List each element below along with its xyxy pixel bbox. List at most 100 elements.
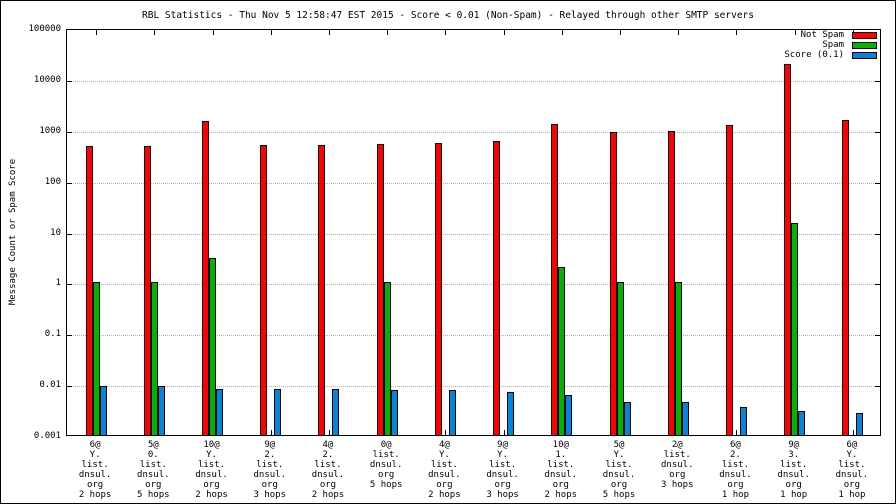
x-tick-mark <box>387 30 389 35</box>
x-tick-mark <box>445 430 447 435</box>
y-tick-mark <box>67 80 72 82</box>
bar-spam <box>558 267 566 435</box>
x-axis-labels: 6@ Y. list. dnsul. org 2 hops 5@ 0. list. dnsul. o… <box>66 440 881 502</box>
x-tick-mark <box>561 30 563 35</box>
y-tick-mark <box>67 386 72 388</box>
bar-not-spam <box>260 145 268 435</box>
bar-score-0-1- <box>507 392 515 435</box>
x-tick-label: 6@ Y. list. dnsul. org 2 hops <box>78 440 112 500</box>
y-tick-mark <box>67 233 72 235</box>
x-tick-label: 6@ Y. list. dnsul. org 1 hop <box>835 440 869 500</box>
bar-score-0-1- <box>216 389 224 435</box>
x-tick-label: 0@ list. dnsul. org 5 hops <box>369 440 403 490</box>
x-tick-mark <box>503 30 505 35</box>
x-tick-mark <box>678 30 680 35</box>
y-tick-mark <box>875 233 880 235</box>
x-tick-mark <box>154 30 156 35</box>
bar-spam <box>791 222 799 435</box>
bar-score-0-1- <box>332 389 340 435</box>
y-tick-mark <box>875 284 880 286</box>
bar-not-spam <box>434 142 442 435</box>
legend-item: Not Spam <box>784 30 877 40</box>
y-tick-label: 0.01 <box>39 380 61 391</box>
legend-item: Score (0.1) <box>784 50 877 60</box>
x-tick-label: 4@ 2. list. dnsul. org 2 hops <box>311 440 345 500</box>
bar-score-0-1- <box>856 413 864 435</box>
bar-not-spam <box>493 141 501 435</box>
bar-spam <box>616 282 624 435</box>
x-tick-label: 9@ 3. list. dnsul. org 1 hop <box>777 440 810 500</box>
bar-score-0-1- <box>798 410 806 435</box>
x-tick-mark <box>96 30 98 35</box>
bar-not-spam <box>85 146 93 435</box>
y-tick-mark <box>875 131 880 133</box>
bar-not-spam <box>202 120 210 435</box>
x-tick-label: 4@ Y. list. dnsul. org 2 hops <box>428 440 461 500</box>
bar-not-spam <box>667 130 675 435</box>
y-tick-label: 100000 <box>28 24 61 34</box>
x-tick-label: 10@ Y. list. dnsul. org 2 hops <box>195 440 228 500</box>
y-tick-mark <box>875 182 880 184</box>
x-tick-label: 5@ Y. list. dnsul. org 5 hops <box>602 440 636 500</box>
bar-spam <box>209 258 217 435</box>
bar-not-spam <box>551 123 559 435</box>
x-tick-mark <box>794 30 796 35</box>
plot-area <box>66 29 881 436</box>
bar-not-spam <box>842 120 850 435</box>
y-tick-mark <box>875 335 880 337</box>
bar-score-0-1- <box>274 389 282 435</box>
legend-item: Spam <box>784 40 877 50</box>
legend-label: Spam <box>822 40 844 50</box>
x-tick-label: 9@ Y. list. dnsul. org 3 hops <box>486 440 519 500</box>
bar-not-spam <box>784 63 792 435</box>
bar-not-spam <box>376 144 384 435</box>
bar-score-0-1- <box>448 390 456 435</box>
x-tick-label: 2@ list. dnsul. org 3 hops <box>660 440 694 490</box>
bar-score-0-1- <box>390 390 398 435</box>
y-tick-label: 10000 <box>33 74 61 85</box>
x-tick-mark <box>852 430 854 435</box>
x-tick-mark <box>328 430 330 435</box>
gridline <box>67 182 880 184</box>
bar-not-spam <box>609 132 617 435</box>
legend-swatch <box>852 51 877 59</box>
x-tick-label: 10@ 1. list. dnsul. org 2 hops <box>544 440 578 500</box>
y-tick-mark <box>67 335 72 337</box>
x-tick-mark <box>736 30 738 35</box>
bar-score-0-1- <box>681 401 689 435</box>
y-tick-mark <box>875 80 880 82</box>
legend-swatch <box>852 41 877 49</box>
bar-not-spam <box>318 144 326 435</box>
x-tick-mark <box>328 30 330 35</box>
gridline <box>67 386 880 388</box>
y-tick-label: 0.1 <box>44 329 61 340</box>
y-tick-label: 10 <box>50 227 61 238</box>
y-tick-mark <box>875 386 880 388</box>
bar-not-spam <box>725 124 733 435</box>
x-tick-mark <box>445 30 447 35</box>
y-tick-label: 1000 <box>39 125 61 136</box>
legend-label: Not Spam <box>800 30 844 40</box>
legend: Not Spam Spam Score (0.1) <box>784 30 877 60</box>
x-tick-mark <box>270 430 272 435</box>
x-tick-mark <box>736 430 738 435</box>
bar-not-spam <box>143 146 151 435</box>
bar-score-0-1- <box>157 386 165 435</box>
x-tick-mark <box>212 30 214 35</box>
bar-score-0-1- <box>99 386 107 435</box>
y-tick-mark <box>67 284 72 286</box>
legend-label: Score (0.1) <box>784 50 844 60</box>
bar-spam <box>150 282 158 435</box>
x-tick-label: 9@ 2. list. dnsul. org 3 hops <box>253 440 286 500</box>
bar-spam <box>92 282 100 435</box>
bar-spam <box>674 282 682 435</box>
legend-swatch <box>852 31 877 39</box>
x-tick-mark <box>270 30 272 35</box>
x-tick-label: 6@ 2. list. dnsul. org 1 hop <box>719 440 752 500</box>
gridline <box>67 80 880 82</box>
x-tick-label: 5@ 0. list. dnsul. org 5 hops <box>137 440 170 500</box>
gridline <box>67 335 880 337</box>
y-tick-label: 0.001 <box>33 431 61 441</box>
x-tick-mark <box>503 430 505 435</box>
